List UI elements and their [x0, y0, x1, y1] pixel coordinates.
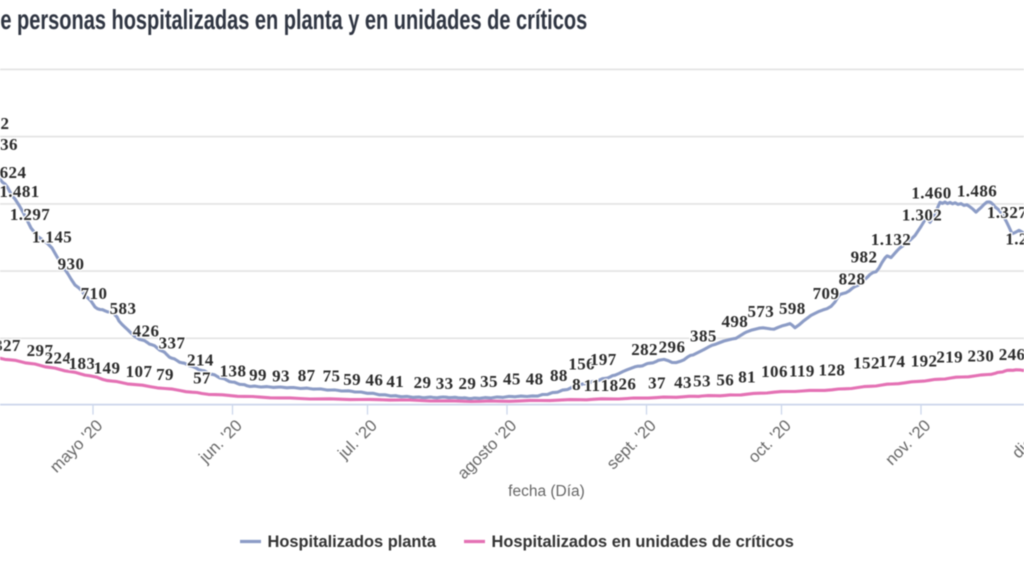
svg-text:59: 59	[343, 370, 361, 389]
svg-text:1.460: 1.460	[911, 184, 951, 203]
svg-text:385: 385	[690, 327, 717, 346]
svg-text:982: 982	[851, 248, 878, 267]
svg-text:57: 57	[193, 369, 211, 388]
svg-text:41: 41	[386, 372, 404, 391]
svg-text:Hospitalizados planta: Hospitalizados planta	[268, 533, 437, 551]
svg-text:1.145: 1.145	[32, 228, 72, 247]
svg-text:87: 87	[298, 366, 316, 385]
svg-text:11: 11	[584, 376, 601, 395]
svg-text:246: 246	[999, 345, 1024, 364]
svg-text:219: 219	[936, 347, 963, 366]
svg-text:29: 29	[458, 374, 476, 393]
svg-text:36: 36	[0, 135, 18, 154]
svg-text:119: 119	[789, 361, 815, 380]
svg-text:183: 183	[69, 354, 96, 373]
svg-text:nov. '20: nov. '20	[882, 417, 934, 469]
svg-text:jun. '20: jun. '20	[195, 417, 246, 468]
svg-text:1.327: 1.327	[987, 203, 1024, 222]
svg-text:106: 106	[761, 362, 788, 381]
svg-text:174: 174	[879, 352, 906, 371]
svg-text:93: 93	[272, 367, 290, 386]
svg-text:230: 230	[968, 347, 995, 366]
svg-text:1.481: 1.481	[0, 182, 40, 201]
svg-text:agosto '20: agosto '20	[454, 417, 520, 483]
svg-text:37: 37	[648, 374, 666, 393]
svg-text:224: 224	[45, 349, 72, 368]
svg-text:45: 45	[503, 370, 521, 389]
svg-text:sept. '20: sept. '20	[603, 417, 659, 473]
svg-text:930: 930	[58, 255, 85, 274]
svg-text:48: 48	[526, 370, 544, 389]
svg-text:624: 624	[0, 163, 26, 182]
svg-text:1.302: 1.302	[902, 206, 942, 225]
svg-text:18: 18	[601, 376, 619, 395]
svg-text:43: 43	[674, 373, 692, 392]
svg-text:583: 583	[110, 299, 137, 318]
svg-text:297: 297	[27, 341, 54, 360]
svg-text:fecha (Día): fecha (Día)	[508, 483, 585, 500]
svg-text:1.297: 1.297	[10, 205, 50, 224]
svg-text:81: 81	[738, 367, 756, 386]
svg-text:53: 53	[693, 372, 711, 391]
svg-text:709: 709	[813, 284, 840, 303]
svg-text:1.132: 1.132	[871, 230, 911, 249]
svg-text:138: 138	[220, 362, 247, 381]
svg-text:33: 33	[436, 374, 454, 393]
svg-text:152: 152	[853, 353, 880, 372]
svg-text:107: 107	[126, 362, 153, 381]
svg-text:1.486: 1.486	[957, 181, 997, 200]
svg-text:2: 2	[1, 114, 10, 133]
svg-text:29: 29	[414, 373, 432, 392]
svg-text:99: 99	[249, 366, 267, 385]
svg-text:598: 598	[779, 299, 806, 318]
svg-text:327: 327	[0, 336, 21, 355]
svg-text:56: 56	[716, 371, 734, 390]
svg-text:35: 35	[480, 372, 498, 391]
svg-text:oct. '20: oct. '20	[745, 417, 795, 467]
svg-text:88: 88	[550, 366, 568, 385]
svg-text:149: 149	[94, 359, 121, 378]
svg-text:498: 498	[721, 312, 748, 331]
svg-text:1.29: 1.29	[1005, 230, 1024, 249]
svg-text:jul. '20: jul. '20	[334, 417, 381, 464]
svg-text:26: 26	[618, 374, 636, 393]
svg-text:710: 710	[81, 284, 108, 303]
svg-text:296: 296	[659, 338, 686, 357]
svg-text:192: 192	[911, 351, 938, 370]
svg-text:573: 573	[747, 302, 774, 321]
svg-text:dic. '20: dic. '20	[1009, 413, 1024, 462]
svg-text:828: 828	[839, 269, 866, 288]
svg-text:8: 8	[572, 375, 581, 394]
svg-text:mayo '20: mayo '20	[47, 417, 107, 477]
svg-text:75: 75	[323, 367, 341, 386]
svg-text:197: 197	[590, 350, 617, 369]
svg-text:Hospitalizados en unidades de: Hospitalizados en unidades de críticos	[492, 533, 794, 551]
svg-text:156: 156	[568, 354, 595, 373]
svg-text:282: 282	[631, 340, 658, 359]
svg-text:337: 337	[159, 334, 186, 353]
svg-text:128: 128	[819, 361, 846, 380]
svg-text:214: 214	[187, 351, 214, 370]
svg-text:46: 46	[365, 370, 383, 389]
svg-text:79: 79	[156, 365, 174, 384]
svg-text:426: 426	[133, 322, 160, 341]
